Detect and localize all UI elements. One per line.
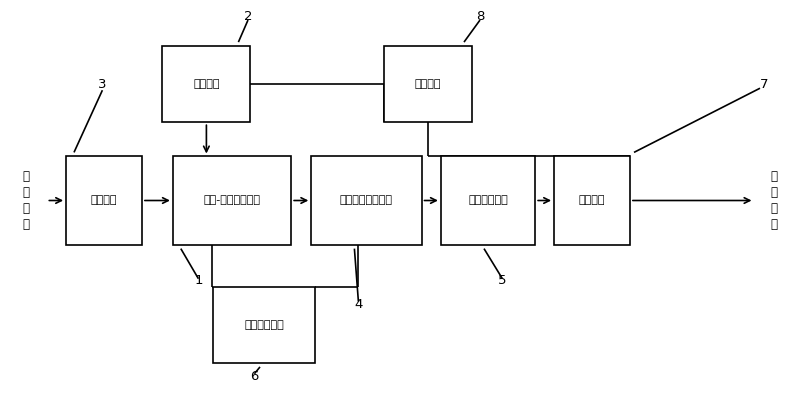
Text: 调零电路: 调零电路 (193, 79, 220, 89)
Text: 输入电路: 输入电路 (90, 196, 118, 205)
Bar (554, 156, 630, 245)
Text: 4: 4 (354, 298, 362, 311)
Bar (66, 156, 142, 245)
Text: 低通滤波电路: 低通滤波电路 (468, 196, 508, 205)
Bar (213, 287, 315, 363)
Bar (311, 156, 422, 245)
Text: 1: 1 (194, 274, 202, 287)
Text: 6: 6 (250, 371, 258, 383)
Text: 8: 8 (476, 10, 484, 22)
Text: 电
流
输
入: 电 流 输 入 (23, 170, 30, 231)
Bar (441, 156, 535, 245)
Bar (173, 156, 291, 245)
Text: 电
压
输
出: 电 压 输 出 (771, 170, 778, 231)
Text: 输出电路: 输出电路 (578, 196, 606, 205)
Text: 增益控制电路: 增益控制电路 (244, 320, 284, 330)
Text: 电源电路: 电源电路 (414, 79, 442, 89)
Bar (384, 46, 472, 122)
Text: 2: 2 (244, 10, 252, 22)
Text: 3: 3 (98, 78, 106, 91)
Text: 电压线性放大电路: 电压线性放大电路 (340, 196, 393, 205)
Text: 7: 7 (760, 78, 768, 91)
Text: 5: 5 (498, 274, 506, 287)
Text: 电流-电压转换电路: 电流-电压转换电路 (203, 196, 261, 205)
Bar (162, 46, 250, 122)
